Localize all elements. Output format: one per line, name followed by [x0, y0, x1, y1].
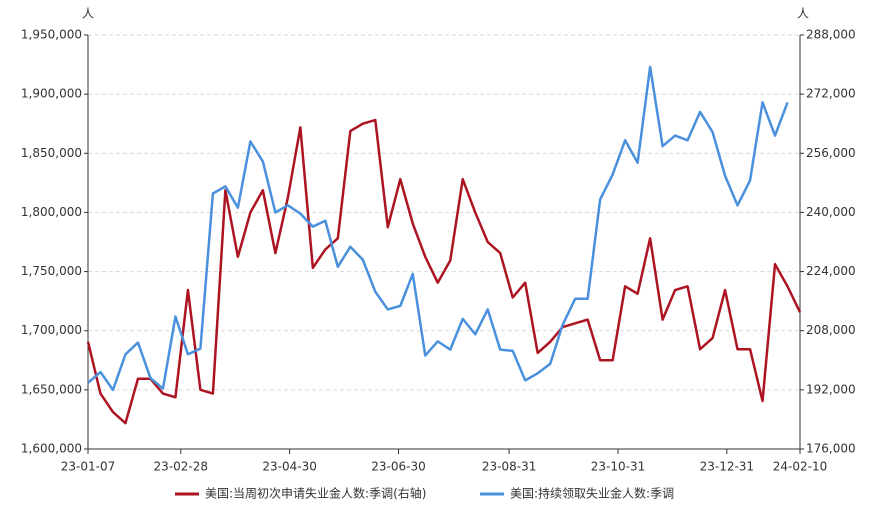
legend-label: 美国:当周初次申请失业金人数:季调(右轴) — [205, 486, 426, 501]
y2-tick-label: 208,000 — [806, 323, 856, 337]
y-tick-label: 1,750,000 — [21, 264, 82, 278]
y-tick-label: 1,650,000 — [21, 382, 82, 396]
series-line — [87, 65, 789, 392]
x-tick-label: 24-02-10 — [773, 460, 827, 474]
y-tick-label: 1,850,000 — [21, 146, 82, 160]
y2-unit: 人 — [797, 7, 809, 21]
y2-tick-label: 272,000 — [806, 87, 856, 101]
y2-tick-label: 288,000 — [806, 28, 856, 42]
y2-tick-label: 224,000 — [806, 264, 856, 278]
y2-tick-label: 256,000 — [806, 146, 856, 160]
y-tick-label: 1,600,000 — [21, 442, 82, 456]
y2-tick-label: 240,000 — [806, 205, 856, 219]
y-tick-label: 1,900,000 — [21, 87, 82, 101]
y2-tick-label: 176,000 — [806, 442, 856, 456]
x-tick-label: 23-06-30 — [371, 460, 425, 474]
y-unit: 人 — [82, 7, 94, 21]
x-tick-label: 23-01-07 — [61, 460, 115, 474]
x-tick-label: 23-10-31 — [591, 460, 645, 474]
y-tick-label: 1,950,000 — [21, 28, 82, 42]
x-tick-label: 23-08-31 — [482, 460, 536, 474]
x-tick-label: 23-12-31 — [700, 460, 754, 474]
y-tick-label: 1,700,000 — [21, 323, 82, 337]
x-tick-label: 23-02-28 — [154, 460, 208, 474]
legend-label: 美国:持续领取失业金人数:季调 — [510, 486, 674, 501]
series-line — [86, 118, 802, 425]
y-tick-label: 1,800,000 — [21, 205, 82, 219]
x-tick-label: 23-04-30 — [262, 460, 316, 474]
y2-tick-label: 192,000 — [806, 382, 856, 396]
